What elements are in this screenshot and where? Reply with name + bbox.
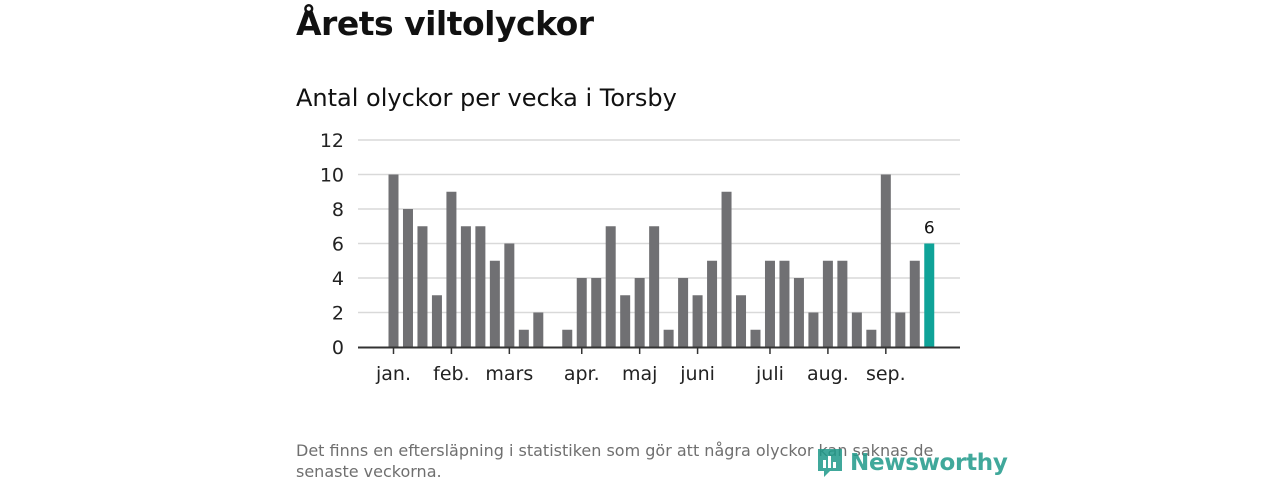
bar: [475, 226, 486, 347]
bar: [533, 312, 544, 347]
bar: [707, 260, 718, 347]
x-tick-label: aug.: [807, 363, 849, 385]
chart-card: Årets viltolyckor Antal olyckor per veck…: [296, 0, 1008, 481]
bar: [721, 191, 732, 347]
x-tick-label: juni: [679, 363, 715, 385]
y-tick-label: 0: [332, 337, 344, 359]
bar: [822, 260, 833, 347]
bar: [620, 295, 631, 347]
bar: [736, 295, 747, 347]
footnote: Det finns en eftersläpning i statistiken…: [296, 441, 934, 481]
bar: [663, 329, 674, 347]
data-labels: 6: [924, 219, 935, 239]
bar: [402, 209, 413, 347]
x-tick-label: apr.: [564, 363, 600, 385]
bar: [576, 278, 587, 347]
x-tick-label: mars: [485, 363, 533, 385]
bar: [489, 260, 500, 347]
bar: [388, 174, 399, 347]
bar: [750, 329, 761, 347]
bar-highlight: [924, 243, 935, 347]
newsworthy-logo: Newsworthy: [816, 446, 1008, 480]
y-tick-label: 4: [332, 268, 344, 290]
bar: [460, 226, 471, 347]
bar: [851, 312, 862, 347]
bar: [779, 260, 790, 347]
bar: [895, 312, 906, 347]
x-tick-label: maj: [622, 363, 657, 385]
bar: [431, 295, 442, 347]
bar: [808, 312, 819, 347]
bar: [678, 278, 689, 347]
page-title: Årets viltolyckor: [296, 4, 594, 43]
bar: [562, 329, 573, 347]
bar: [866, 329, 877, 347]
bar: [518, 329, 529, 347]
y-tick-label: 12: [320, 130, 344, 152]
y-axis-tick-labels: 0 2 4 6 8 10 12: [320, 130, 344, 359]
bar: [504, 243, 515, 347]
bar: [909, 260, 920, 347]
bar: [764, 260, 775, 347]
logo-text: Newsworthy: [850, 450, 1008, 476]
y-tick-label: 8: [332, 199, 344, 221]
bar: [793, 278, 804, 347]
bar-chart: 0 2 4 6 8 10 12 jan. feb. mars apr. maj juni juli aug…: [320, 130, 960, 385]
x-tick-label: sep.: [866, 363, 906, 385]
x-tick-label: feb.: [433, 363, 469, 385]
bar: [446, 191, 457, 347]
bar: [837, 260, 848, 347]
y-tick-label: 10: [320, 165, 344, 187]
bar: [591, 278, 602, 347]
bar: [692, 295, 703, 347]
bar: [417, 226, 428, 347]
bar: [605, 226, 616, 347]
y-tick-label: 2: [332, 303, 344, 325]
bar: [634, 278, 645, 347]
data-label-last-week: 6: [924, 219, 935, 239]
chart-logo-icon: [818, 449, 842, 477]
x-tick-label: jan.: [375, 363, 411, 385]
bar: [880, 174, 891, 347]
x-axis-ticks: jan. feb. mars apr. maj juni juli aug. sep.: [375, 347, 906, 385]
chart-subtitle: Antal olyckor per vecka i Torsby: [296, 84, 677, 112]
y-tick-label: 6: [332, 234, 344, 256]
x-tick-label: juli: [755, 363, 784, 385]
bars: [388, 174, 935, 347]
bar: [649, 226, 660, 347]
